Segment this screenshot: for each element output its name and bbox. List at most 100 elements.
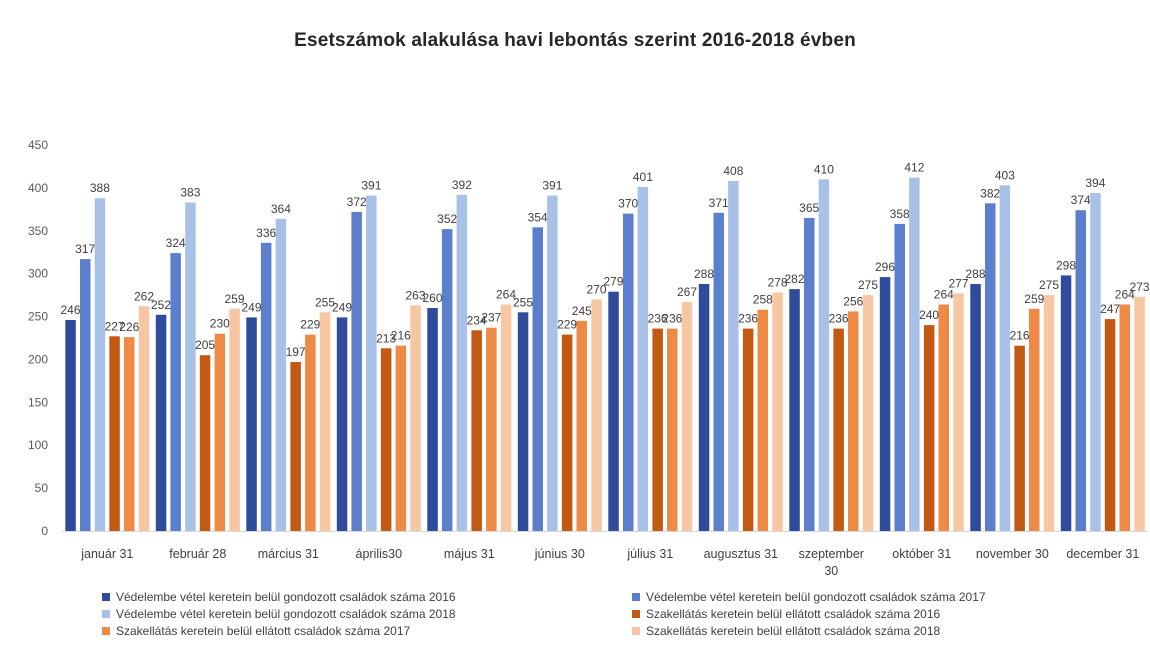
bar <box>214 333 226 531</box>
x-tick-label: október 31 <box>892 547 951 561</box>
bar <box>1043 295 1055 531</box>
data-label: 365 <box>799 201 819 215</box>
data-label: 401 <box>633 170 653 184</box>
bar <box>275 218 287 532</box>
x-tick-label: február 28 <box>169 547 226 561</box>
x-tick-label: július 31 <box>626 547 673 561</box>
bar <box>848 311 859 531</box>
legend-item: Szakellátás keretein belül ellátott csal… <box>632 607 1102 621</box>
x-tick-label: június 30 <box>534 547 585 561</box>
data-label: 275 <box>1039 278 1059 292</box>
legend: Védelembe vétel keretein belül gondozott… <box>102 590 1102 638</box>
data-label: 240 <box>919 308 939 322</box>
legend-label: Védelembe vétel keretein belül gondozott… <box>646 590 986 604</box>
x-tick-label: május 31 <box>444 547 495 561</box>
bar <box>380 348 392 531</box>
data-label: 391 <box>361 179 381 193</box>
data-label: 263 <box>405 288 425 302</box>
bar <box>742 328 754 531</box>
data-label: 282 <box>784 272 804 286</box>
y-tick-label: 200 <box>28 352 48 366</box>
x-tick-label: április30 <box>356 547 403 561</box>
data-label: 236 <box>648 312 668 326</box>
legend-label: Szakellátás keretein belül ellátott csal… <box>116 624 411 638</box>
data-label: 408 <box>723 164 743 178</box>
y-tick-label: 50 <box>35 481 49 495</box>
bar <box>757 309 768 531</box>
bar <box>576 320 587 531</box>
x-tick-label: január 31 <box>80 547 133 561</box>
data-label: 230 <box>210 317 230 331</box>
y-tick-label: 400 <box>28 181 48 195</box>
data-label: 370 <box>618 197 638 211</box>
legend-swatch <box>632 593 640 601</box>
bar <box>486 327 497 531</box>
data-label: 236 <box>829 312 849 326</box>
bar <box>789 289 800 531</box>
data-label: 392 <box>452 178 472 192</box>
bar <box>109 336 120 531</box>
y-tick-label: 300 <box>28 267 48 281</box>
bar <box>623 213 634 531</box>
bar <box>772 292 783 531</box>
x-tick-label: március 31 <box>258 547 319 561</box>
bar <box>667 328 678 531</box>
bar <box>637 187 649 531</box>
data-label: 259 <box>224 292 244 306</box>
data-label: 249 <box>241 300 261 314</box>
bar <box>1029 308 1040 531</box>
legend-item: Védelembe vétel keretein belül gondozott… <box>102 607 632 621</box>
data-label: 262 <box>134 289 154 303</box>
y-tick-label: 350 <box>28 224 48 238</box>
data-label: 288 <box>965 267 985 281</box>
bar <box>608 291 619 531</box>
data-label: 264 <box>934 288 954 302</box>
bar <box>804 217 815 531</box>
legend-label: Szakellátás keretein belül ellátott csal… <box>646 607 941 621</box>
data-label: 278 <box>767 276 787 290</box>
bar <box>290 362 301 531</box>
bar <box>909 177 920 531</box>
bar <box>471 330 482 531</box>
bar <box>953 293 964 531</box>
bar <box>938 304 949 531</box>
data-label: 255 <box>513 295 533 309</box>
data-label: 249 <box>332 300 352 314</box>
data-label: 237 <box>481 311 501 325</box>
data-label: 227 <box>105 319 125 333</box>
y-tick-label: 150 <box>28 395 48 409</box>
legend-item: Szakellátás keretein belül ellátott csal… <box>102 624 632 638</box>
bar <box>561 334 573 531</box>
data-label: 374 <box>1071 193 1091 207</box>
bar <box>366 195 377 531</box>
data-label: 229 <box>300 318 320 332</box>
data-label: 288 <box>694 267 714 281</box>
data-label: 246 <box>60 303 80 317</box>
bar <box>80 259 91 531</box>
bar <box>500 304 512 531</box>
data-label: 371 <box>709 196 729 210</box>
bar <box>319 312 331 531</box>
bar <box>229 308 240 531</box>
data-label: 403 <box>995 168 1015 182</box>
bar <box>894 223 905 531</box>
legend-item: Védelembe vétel keretein belül gondozott… <box>102 590 632 604</box>
y-tick-label: 100 <box>28 438 48 452</box>
bar <box>1119 304 1130 531</box>
data-label: 259 <box>1024 292 1044 306</box>
data-label: 382 <box>980 186 1000 200</box>
x-tick-label: november 30 <box>976 547 1049 561</box>
data-label: 324 <box>166 236 186 250</box>
bar <box>923 325 935 531</box>
bar <box>1060 275 1072 531</box>
bar <box>698 284 710 531</box>
chart-title: Esetszámok alakulása havi lebontás szeri… <box>294 30 856 51</box>
bar <box>138 306 150 531</box>
bar <box>1014 345 1025 531</box>
data-label: 213 <box>376 331 396 345</box>
bar <box>65 320 76 531</box>
data-label: 317 <box>75 242 95 256</box>
data-label: 247 <box>1100 302 1120 316</box>
bar <box>681 302 693 531</box>
legend-swatch <box>102 593 110 601</box>
